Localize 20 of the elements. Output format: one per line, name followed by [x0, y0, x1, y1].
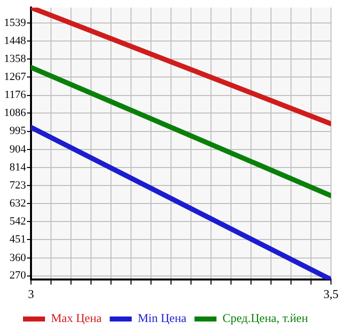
y-tick-label: 1448 — [4, 34, 26, 47]
y-tick-label: 1539 — [4, 16, 26, 29]
y-tick-label: 995 — [10, 125, 26, 138]
legend-label: Max Цена — [50, 311, 102, 326]
legend-label: Min Цена — [138, 311, 188, 326]
y-tick-label: 1267 — [4, 71, 26, 84]
y-tick-label: 451 — [10, 234, 26, 246]
y-tick-label: 270 — [10, 270, 26, 282]
y-tick-label: 1176 — [4, 89, 26, 102]
y-tick-label: 904 — [10, 143, 26, 156]
y-tick-label: 360 — [10, 252, 26, 264]
y-tick-label: 1086 — [4, 107, 26, 120]
x-tick-label: 3 — [28, 286, 34, 301]
y-tick-label: 723 — [10, 179, 26, 192]
legend-label: Сред.Цена, т.йен — [222, 311, 309, 326]
y-tick-label: 632 — [10, 198, 26, 210]
y-tick-label: 1358 — [4, 52, 26, 65]
y-tick-label: 542 — [10, 216, 26, 228]
x-tick-label: 3,5 — [324, 286, 338, 301]
y-tick-label: 814 — [10, 161, 26, 174]
